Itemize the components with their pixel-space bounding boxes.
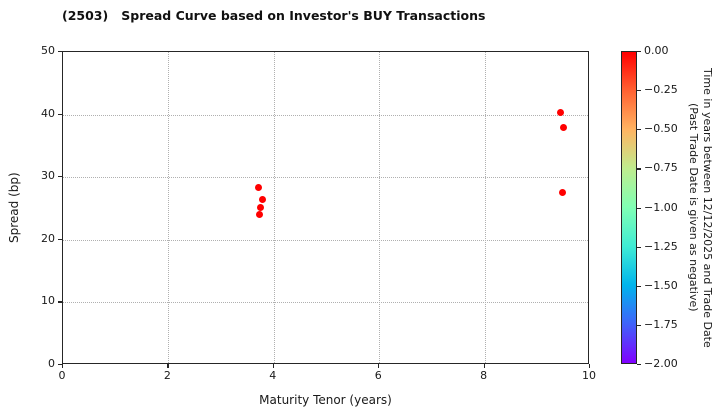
colorbar-tick (637, 324, 641, 327)
y-axis-tick (58, 238, 62, 240)
gridline-vertical (379, 52, 381, 363)
colorbar-tick (637, 168, 641, 170)
gridline-vertical (484, 52, 486, 363)
gridline-horizontal (63, 114, 588, 116)
scatter-point (558, 189, 566, 197)
colorbar-gradient (621, 51, 637, 364)
gridline-horizontal (63, 302, 588, 304)
x-axis-title: Maturity Tenor (years) (259, 393, 392, 407)
chart-title: (2503) Spread Curve based on Investor's … (62, 8, 486, 23)
colorbar-title-line1: Time in years between 12/12/2025 and Tra… (701, 67, 714, 348)
colorbar-tick (637, 364, 641, 366)
colorbar-tick (637, 129, 641, 131)
y-tick-label: 50 (41, 44, 55, 57)
x-tick-label: 10 (582, 369, 596, 382)
scatter-point (258, 196, 266, 204)
x-axis-tick (167, 364, 169, 368)
scatter-point (559, 124, 567, 132)
x-axis-tick (483, 364, 485, 368)
x-axis-tick (272, 364, 274, 368)
y-axis-tick (58, 364, 62, 366)
y-tick-label: 0 (48, 357, 55, 370)
y-tick-label: 40 (41, 106, 55, 120)
x-axis-tick (378, 364, 380, 368)
colorbar-tick (637, 90, 641, 92)
colorbar-tick (637, 285, 641, 287)
colorbar-tick-label: 0.00 (644, 44, 669, 57)
y-tick-label: 10 (41, 294, 55, 308)
y-axis-tick (58, 301, 62, 303)
colorbar-tick-label: −1.00 (644, 200, 678, 214)
x-tick-label: 6 (374, 369, 382, 382)
scatter-point (255, 210, 263, 218)
y-tick-label: 20 (41, 231, 55, 245)
x-axis-tick (589, 364, 591, 368)
colorbar-tick-label: −1.25 (644, 239, 678, 253)
colorbar-tick-label: −1.75 (644, 317, 678, 331)
colorbar-tick-label: −0.25 (644, 83, 678, 97)
y-axis-tick (58, 113, 62, 115)
x-tick-label: 2 (163, 369, 171, 382)
x-tick-label: 8 (480, 369, 488, 382)
x-tick-label: 0 (58, 369, 66, 382)
x-axis-tick (62, 364, 64, 368)
scatter-point (257, 203, 265, 211)
gridline-horizontal (63, 239, 588, 241)
scatter-point (556, 108, 564, 116)
colorbar-tick (637, 51, 641, 53)
gridline-horizontal (63, 177, 588, 179)
y-axis-title: Spread (bp) (7, 172, 21, 243)
colorbar-tick (637, 207, 641, 209)
y-axis-tick (58, 176, 62, 178)
colorbar-tick-label: −1.50 (644, 278, 678, 292)
plot-area (62, 51, 589, 364)
x-tick-label: 4 (269, 369, 277, 382)
colorbar-tick-label: −0.50 (644, 122, 678, 136)
colorbar-tick-label: −0.75 (644, 161, 678, 175)
scatter-point (255, 184, 263, 192)
colorbar-tick (637, 246, 641, 248)
gridline-vertical (168, 52, 170, 363)
y-axis-tick (58, 51, 62, 53)
colorbar-tick-label: −2.00 (644, 357, 678, 370)
colorbar-title-line2: (Past Trade Date is given as negative) (687, 103, 700, 312)
y-tick-label: 30 (41, 169, 55, 183)
gridline-vertical (273, 52, 275, 363)
